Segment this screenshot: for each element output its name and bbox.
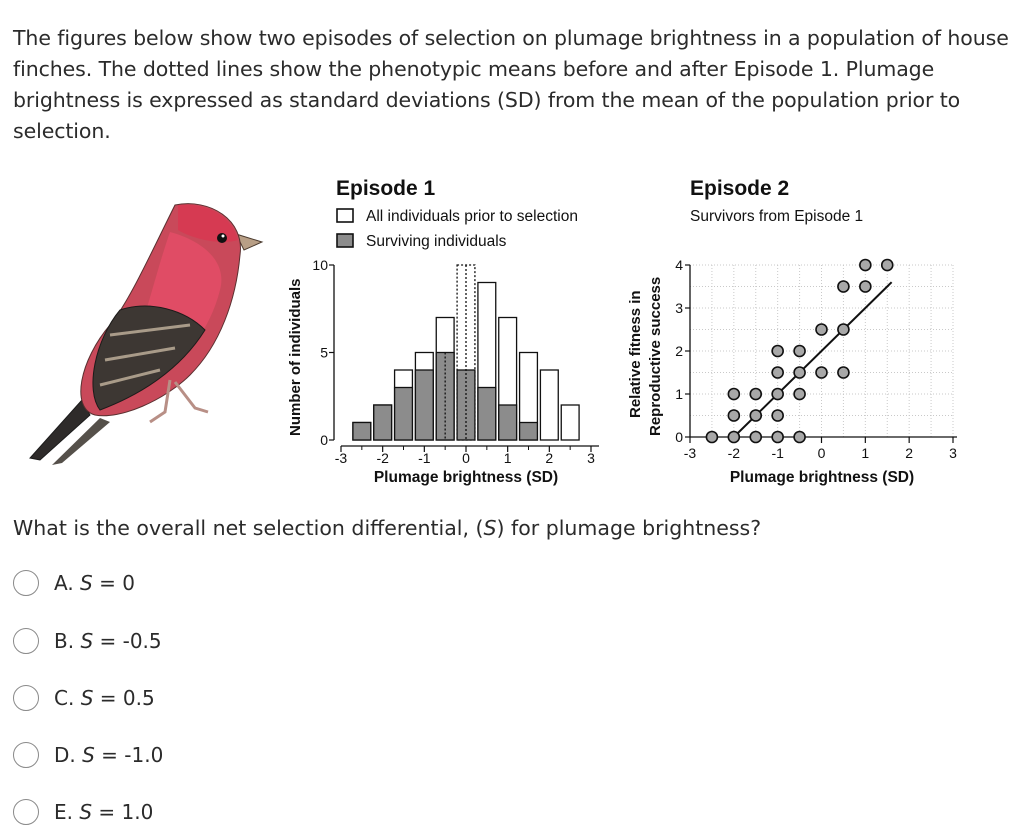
episode2-y-tick-label: 3 <box>675 300 683 316</box>
episode2-data-point <box>771 430 784 444</box>
legend-swatch-all <box>336 208 354 223</box>
question-var: S <box>483 516 497 540</box>
episode2-data-point <box>815 366 828 379</box>
answer-label-d[interactable]: D. S = -1.0 <box>54 743 164 767</box>
episode2-x-tick-label: 3 <box>949 445 957 461</box>
episode1-bar-surviving <box>414 369 434 441</box>
question-text: What is the overall net selection differ… <box>13 516 761 540</box>
episode1-y-tick-label: 10 <box>312 257 328 273</box>
episode1-bar-surviving <box>393 386 414 441</box>
episode1-bar-surviving <box>352 421 372 441</box>
radio-button-d[interactable] <box>13 742 39 768</box>
episode2-data-point <box>793 430 806 444</box>
episode2-x-tick-label: -1 <box>771 445 784 461</box>
episode2-data-point <box>837 366 850 379</box>
episode2-x-tick-label: 2 <box>905 445 913 461</box>
episode2-title: Episode 2 <box>690 177 789 200</box>
episode1-x-tick-label: 2 <box>545 450 553 466</box>
episode2-data-point <box>859 258 872 272</box>
episode2-data-point <box>837 323 850 336</box>
episode2-y-tick-label: 0 <box>675 429 683 445</box>
episode1-x-tick-label: 0 <box>462 450 470 466</box>
episode1-bar-all <box>539 369 559 441</box>
episode2-ylabel-line1: Relative fitness in <box>627 290 644 418</box>
episode1-bar-surviving <box>373 404 393 441</box>
answer-option-c[interactable]: C. S = 0.5 <box>13 685 155 711</box>
legend-label-surviving: Surviving individuals <box>366 233 507 250</box>
episode2-data-point <box>771 409 784 422</box>
episode2-data-point <box>771 387 784 401</box>
episode2-x-tick-label: 0 <box>818 445 826 461</box>
radio-button-a[interactable] <box>13 570 39 596</box>
legend-swatch-surviving <box>336 233 354 248</box>
episode2-y-tick-label: 1 <box>675 386 683 402</box>
episode2-data-point <box>727 409 741 422</box>
episode2-subtitle: Survivors from Episode 1 <box>690 208 863 225</box>
episode1-x-tick-label: -2 <box>376 450 389 466</box>
answer-label-c[interactable]: C. S = 0.5 <box>54 686 155 710</box>
episode1-y-tick-label: 0 <box>320 432 328 448</box>
episode2-data-point <box>727 387 741 401</box>
episode2-data-point <box>749 430 763 444</box>
radio-button-e[interactable] <box>13 799 39 825</box>
answer-label-e[interactable]: E. S = 1.0 <box>54 800 154 824</box>
answer-option-d[interactable]: D. S = -1.0 <box>13 742 163 768</box>
episode2-plot: 0 1 2 3 4 -3 -2 -1 0 1 2 3 <box>675 257 957 461</box>
episode1-x-tick-label: -1 <box>418 450 431 466</box>
episode2-data-point <box>771 366 784 379</box>
episode1-title: Episode 1 <box>336 177 436 200</box>
episode2-data-point <box>749 387 763 401</box>
figure-panel: Episode 1 All individuals prior to selec… <box>29 177 957 486</box>
episode2-data-point <box>815 323 828 336</box>
episode1-xlabel: Plumage brightness (SD) <box>374 469 558 486</box>
radio-button-b[interactable] <box>13 628 39 654</box>
episode2-data-point <box>727 430 741 444</box>
episode2-y-tick-label: 4 <box>675 257 683 273</box>
episode2-data-point <box>793 387 806 401</box>
episode1-plot: 0 5 10 -3 -2 -1 0 1 2 3 <box>312 257 599 466</box>
episode2-chart: Episode 2 Survivors from Episode 1 Relat… <box>627 177 957 486</box>
question-post: ) for plumage brightness? <box>496 516 762 540</box>
episode2-y-tick-label: 2 <box>675 343 683 359</box>
episode2-x-tick-label: -2 <box>728 445 741 461</box>
episode1-bar-surviving <box>518 421 539 441</box>
answer-option-e[interactable]: E. S = 1.0 <box>13 799 153 825</box>
episode1-chart: Episode 1 All individuals prior to selec… <box>287 177 599 486</box>
episode1-ylabel: Number of individuals <box>287 278 304 436</box>
answer-option-b[interactable]: B. S = -0.5 <box>13 628 162 654</box>
episode2-xlabel: Plumage brightness (SD) <box>730 469 914 486</box>
question-pre: What is the overall net selection differ… <box>13 516 484 540</box>
episode2-data-point <box>793 366 806 379</box>
answer-label-b[interactable]: B. S = -0.5 <box>54 629 162 653</box>
legend-label-all: All individuals prior to selection <box>366 208 578 225</box>
episode2-data-point <box>793 344 806 358</box>
episode2-data-point <box>859 280 872 293</box>
episode2-x-tick-label: -3 <box>684 445 697 461</box>
episode2-data-point <box>749 409 763 422</box>
episode2-data-point <box>837 280 850 293</box>
episode2-x-tick-label: 1 <box>861 445 869 461</box>
episode1-x-tick-label: 3 <box>587 450 595 466</box>
episode1-bar-surviving <box>477 386 497 441</box>
episode1-x-tick-label: -3 <box>335 450 348 466</box>
episode2-data-point <box>705 430 719 444</box>
episode1-bar-surviving <box>498 404 518 441</box>
episode1-bar-all <box>560 404 580 441</box>
episode2-data-point <box>771 344 784 358</box>
question-intro-text: The figures below show two episodes of s… <box>13 26 1009 143</box>
answer-label-a[interactable]: A. S = 0 <box>54 571 135 595</box>
episode2-ylabel-line2: Reproductive success <box>647 277 664 436</box>
episode1-x-tick-label: 1 <box>504 450 512 466</box>
radio-button-c[interactable] <box>13 685 39 711</box>
answer-option-a[interactable]: A. S = 0 <box>13 570 135 596</box>
episode1-y-tick-label: 5 <box>320 345 328 361</box>
house-finch-illustration <box>29 203 264 465</box>
episode2-data-point <box>880 258 894 272</box>
